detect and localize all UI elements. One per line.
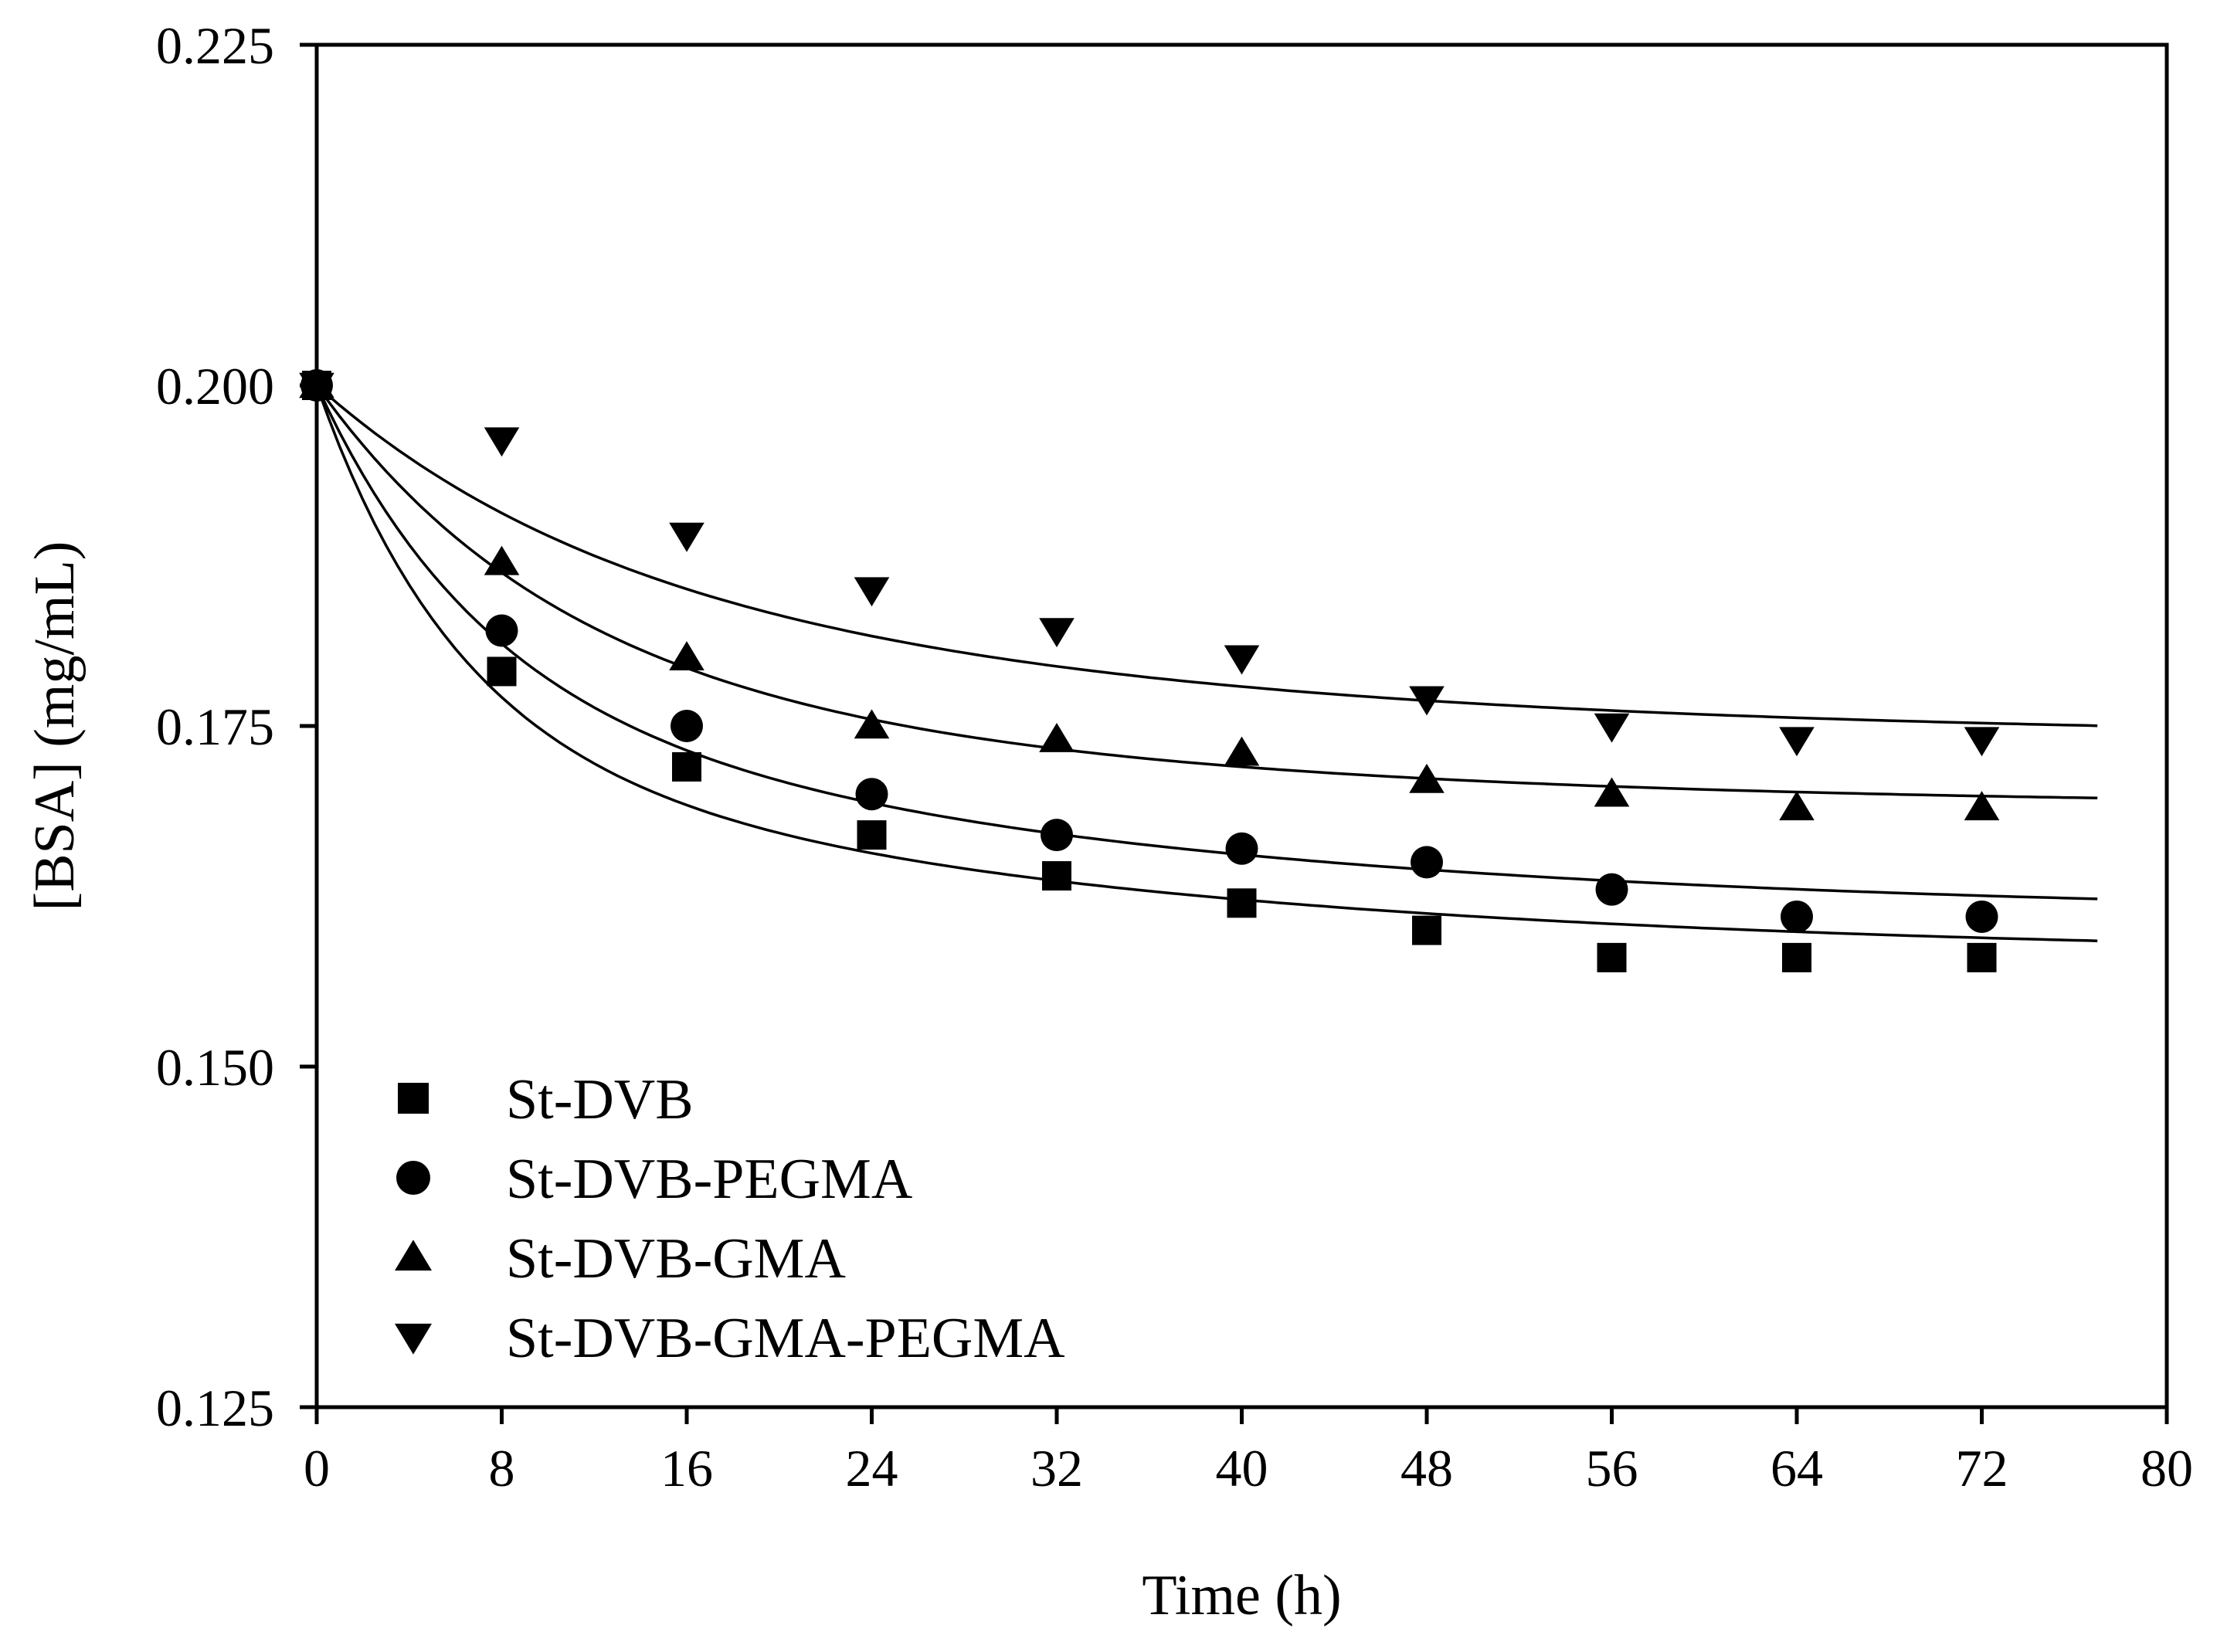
data-point-triangle-down: [1779, 727, 1815, 757]
data-point-square: [857, 820, 887, 850]
legend-marker-triangle-down: [395, 1323, 432, 1355]
fit-curve-triangle-down: [315, 384, 2098, 728]
y-tick-label: 0.125: [156, 1379, 274, 1437]
data-point-square: [487, 656, 517, 687]
legend-marker-triangle-up: [395, 1240, 432, 1271]
legend-marker-square: [398, 1083, 429, 1114]
data-point-circle: [671, 710, 703, 742]
legend-item-st-dvb-gma: St-DVB-GMA: [395, 1227, 846, 1291]
y-axis-title: [BSA] (mg/mL): [23, 541, 87, 911]
data-point-triangle-up: [1594, 777, 1630, 807]
y-tick-label: 0.225: [156, 16, 274, 75]
data-point-circle: [1965, 900, 1998, 933]
legend-label-st-dvb-pegma: St-DVB-PEGMA: [506, 1148, 912, 1211]
data-point-circle: [1225, 832, 1258, 865]
x-tick-label: 16: [660, 1439, 713, 1498]
legend-marker-circle: [396, 1161, 430, 1195]
legend-marker-square: [398, 1083, 429, 1114]
x-tick-label: 32: [1030, 1439, 1083, 1498]
data-point-square: [1227, 888, 1257, 918]
data-point-triangle-up: [669, 641, 704, 671]
plot-area-frame: [314, 42, 2169, 1409]
data-point-circle: [855, 778, 888, 811]
legend-label-st-dvb: St-DVB: [506, 1068, 694, 1131]
y-tick-label: 0.175: [156, 697, 274, 756]
data-point-circle: [1411, 846, 1443, 879]
y-tick-label: 0.150: [156, 1038, 274, 1097]
data-point-square: [1597, 942, 1627, 972]
x-tick-label: 64: [1771, 1439, 1823, 1498]
data-point-triangle-up: [484, 545, 520, 575]
legend: St-DVB St-DVB-PEGMA St-DVB-GMA St-DVB-GM…: [395, 1068, 1065, 1370]
legend-label-st-dvb-gma: St-DVB-GMA: [506, 1227, 846, 1291]
x-tick-label: 72: [1956, 1439, 2008, 1498]
fit-curve-triangle-up: [315, 384, 2098, 800]
x-axis-title: Time (h): [1142, 1564, 1341, 1627]
legend-marker-circle: [396, 1161, 430, 1195]
x-tick-label: 56: [1586, 1439, 1638, 1498]
x-tick-label: 0: [304, 1439, 330, 1498]
x-tick-label: 80: [2141, 1439, 2193, 1498]
tick-marks: [300, 42, 2169, 1424]
x-tick-label: 8: [489, 1439, 515, 1498]
data-point-square: [1967, 942, 1997, 972]
legend-marker-triangle-down: [395, 1323, 432, 1355]
data-point-circle: [485, 614, 518, 647]
fit-curve-circle: [315, 385, 2098, 901]
x-tick-label: 24: [846, 1439, 898, 1498]
data-point-triangle-down: [1594, 713, 1630, 743]
data-point-circle: [1595, 873, 1628, 906]
data-point-triangle-up: [1779, 791, 1815, 821]
data-point-circle: [1041, 819, 1073, 852]
fit-curves: [315, 384, 2098, 942]
data-points: [299, 368, 2000, 972]
x-tick-label: 48: [1400, 1439, 1453, 1498]
data-point-triangle-up: [1964, 791, 2000, 821]
data-point-triangle-down: [1224, 645, 1260, 675]
data-point-triangle-down: [1964, 727, 2000, 757]
data-point-triangle-down: [669, 522, 704, 552]
y-tick-label: 0.200: [156, 357, 274, 416]
data-point-triangle-up: [1224, 736, 1260, 766]
data-point-triangle-down: [1409, 686, 1445, 716]
data-point-circle: [1781, 900, 1813, 933]
fit-curve-square: [315, 385, 2098, 942]
legend-marker-triangle-up: [395, 1240, 432, 1271]
legend-item-st-dvb-pegma: St-DVB-PEGMA: [396, 1148, 912, 1211]
data-point-square: [1412, 915, 1441, 945]
x-tick-label: 40: [1216, 1439, 1268, 1498]
data-point-square: [1042, 861, 1071, 891]
tick-labels: 0 8 16 24 32 40 48 56 64 72 80 0.125 0.150 0.175 0.200…: [156, 16, 2193, 1498]
data-point-square: [672, 751, 701, 782]
data-point-triangle-down: [854, 577, 890, 607]
data-point-square: [1782, 942, 1811, 972]
data-point-triangle-down: [1039, 618, 1075, 648]
legend-item-st-dvb: St-DVB: [398, 1068, 694, 1131]
legend-label-st-dvb-gma-pegma: St-DVB-GMA-PEGMA: [506, 1307, 1065, 1370]
data-point-triangle-down: [484, 427, 520, 457]
data-point-triangle-up: [1039, 722, 1075, 752]
data-point-triangle-up: [854, 709, 890, 739]
legend-item-st-dvb-gma-pegma: St-DVB-GMA-PEGMA: [395, 1307, 1065, 1370]
data-point-triangle-up: [1409, 763, 1445, 793]
